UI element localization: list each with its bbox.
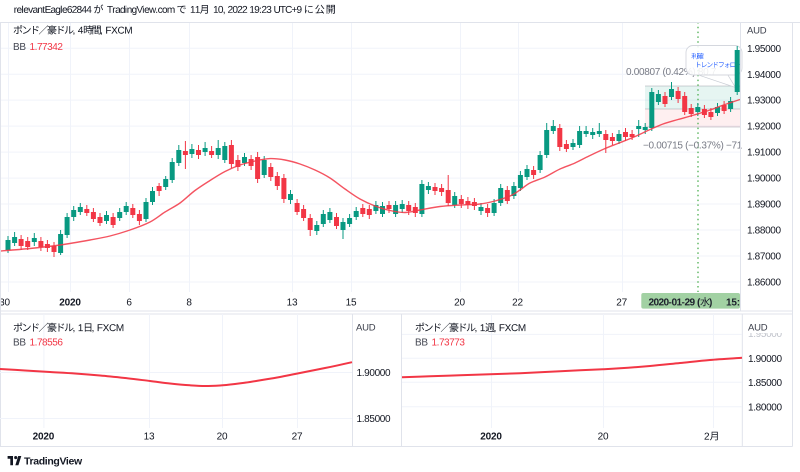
svg-text:8: 8 — [186, 297, 192, 308]
svg-text:1.91000: 1.91000 — [747, 148, 781, 159]
svg-text:2020: 2020 — [480, 432, 502, 443]
svg-text:1.94000: 1.94000 — [747, 70, 781, 81]
svg-text:15: 15 — [346, 297, 357, 308]
svg-text:1.85000: 1.85000 — [357, 414, 391, 425]
svg-text:BB: BB — [13, 338, 26, 349]
svg-text:6: 6 — [126, 297, 132, 308]
svg-text:1.92000: 1.92000 — [747, 122, 781, 133]
svg-text:1.85000: 1.85000 — [748, 378, 782, 389]
svg-text:1.95000: 1.95000 — [748, 329, 782, 340]
svg-text:AUD: AUD — [356, 322, 376, 333]
svg-text:13: 13 — [144, 432, 155, 443]
svg-text:1.93000: 1.93000 — [747, 96, 781, 107]
svg-text:20: 20 — [454, 297, 465, 308]
svg-text:1.78556: 1.78556 — [30, 338, 64, 349]
svg-text:1.87000: 1.87000 — [747, 252, 781, 263]
svg-text:27: 27 — [292, 432, 303, 443]
svg-text:13: 13 — [287, 297, 298, 308]
svg-text:27: 27 — [616, 297, 627, 308]
svg-text:1.89000: 1.89000 — [747, 200, 781, 211]
svg-text:20: 20 — [217, 432, 228, 443]
svg-text:2020: 2020 — [33, 432, 55, 443]
svg-text:BB: BB — [13, 42, 26, 53]
svg-text:BB: BB — [415, 338, 428, 349]
svg-text:20: 20 — [598, 432, 609, 443]
svg-text:0.00807 (0.42%) 80.7: 0.00807 (0.42%) 80.7 — [626, 67, 717, 78]
svg-text:TradingView: TradingView — [24, 455, 83, 467]
svg-text:1.86000: 1.86000 — [747, 278, 781, 289]
svg-text:1.73773: 1.73773 — [432, 338, 466, 349]
svg-text:AUD: AUD — [747, 26, 767, 37]
svg-text:1.88000: 1.88000 — [747, 226, 781, 237]
svg-text:30: 30 — [0, 297, 10, 308]
svg-text:1.80000: 1.80000 — [748, 403, 782, 414]
svg-text:−0.00715 (−0.37%) −71: −0.00715 (−0.37%) −71 — [643, 141, 743, 152]
svg-text:1.90000: 1.90000 — [747, 174, 781, 185]
svg-text:2020: 2020 — [59, 297, 81, 308]
svg-text:1.90000: 1.90000 — [357, 368, 391, 379]
svg-text:1.95000: 1.95000 — [747, 44, 781, 55]
svg-text:15:0: 15:0 — [726, 297, 746, 308]
svg-text:1.77342: 1.77342 — [30, 42, 64, 53]
svg-text:1.90000: 1.90000 — [748, 354, 782, 365]
svg-text:AUD: AUD — [748, 322, 768, 333]
svg-text:22: 22 — [512, 297, 523, 308]
